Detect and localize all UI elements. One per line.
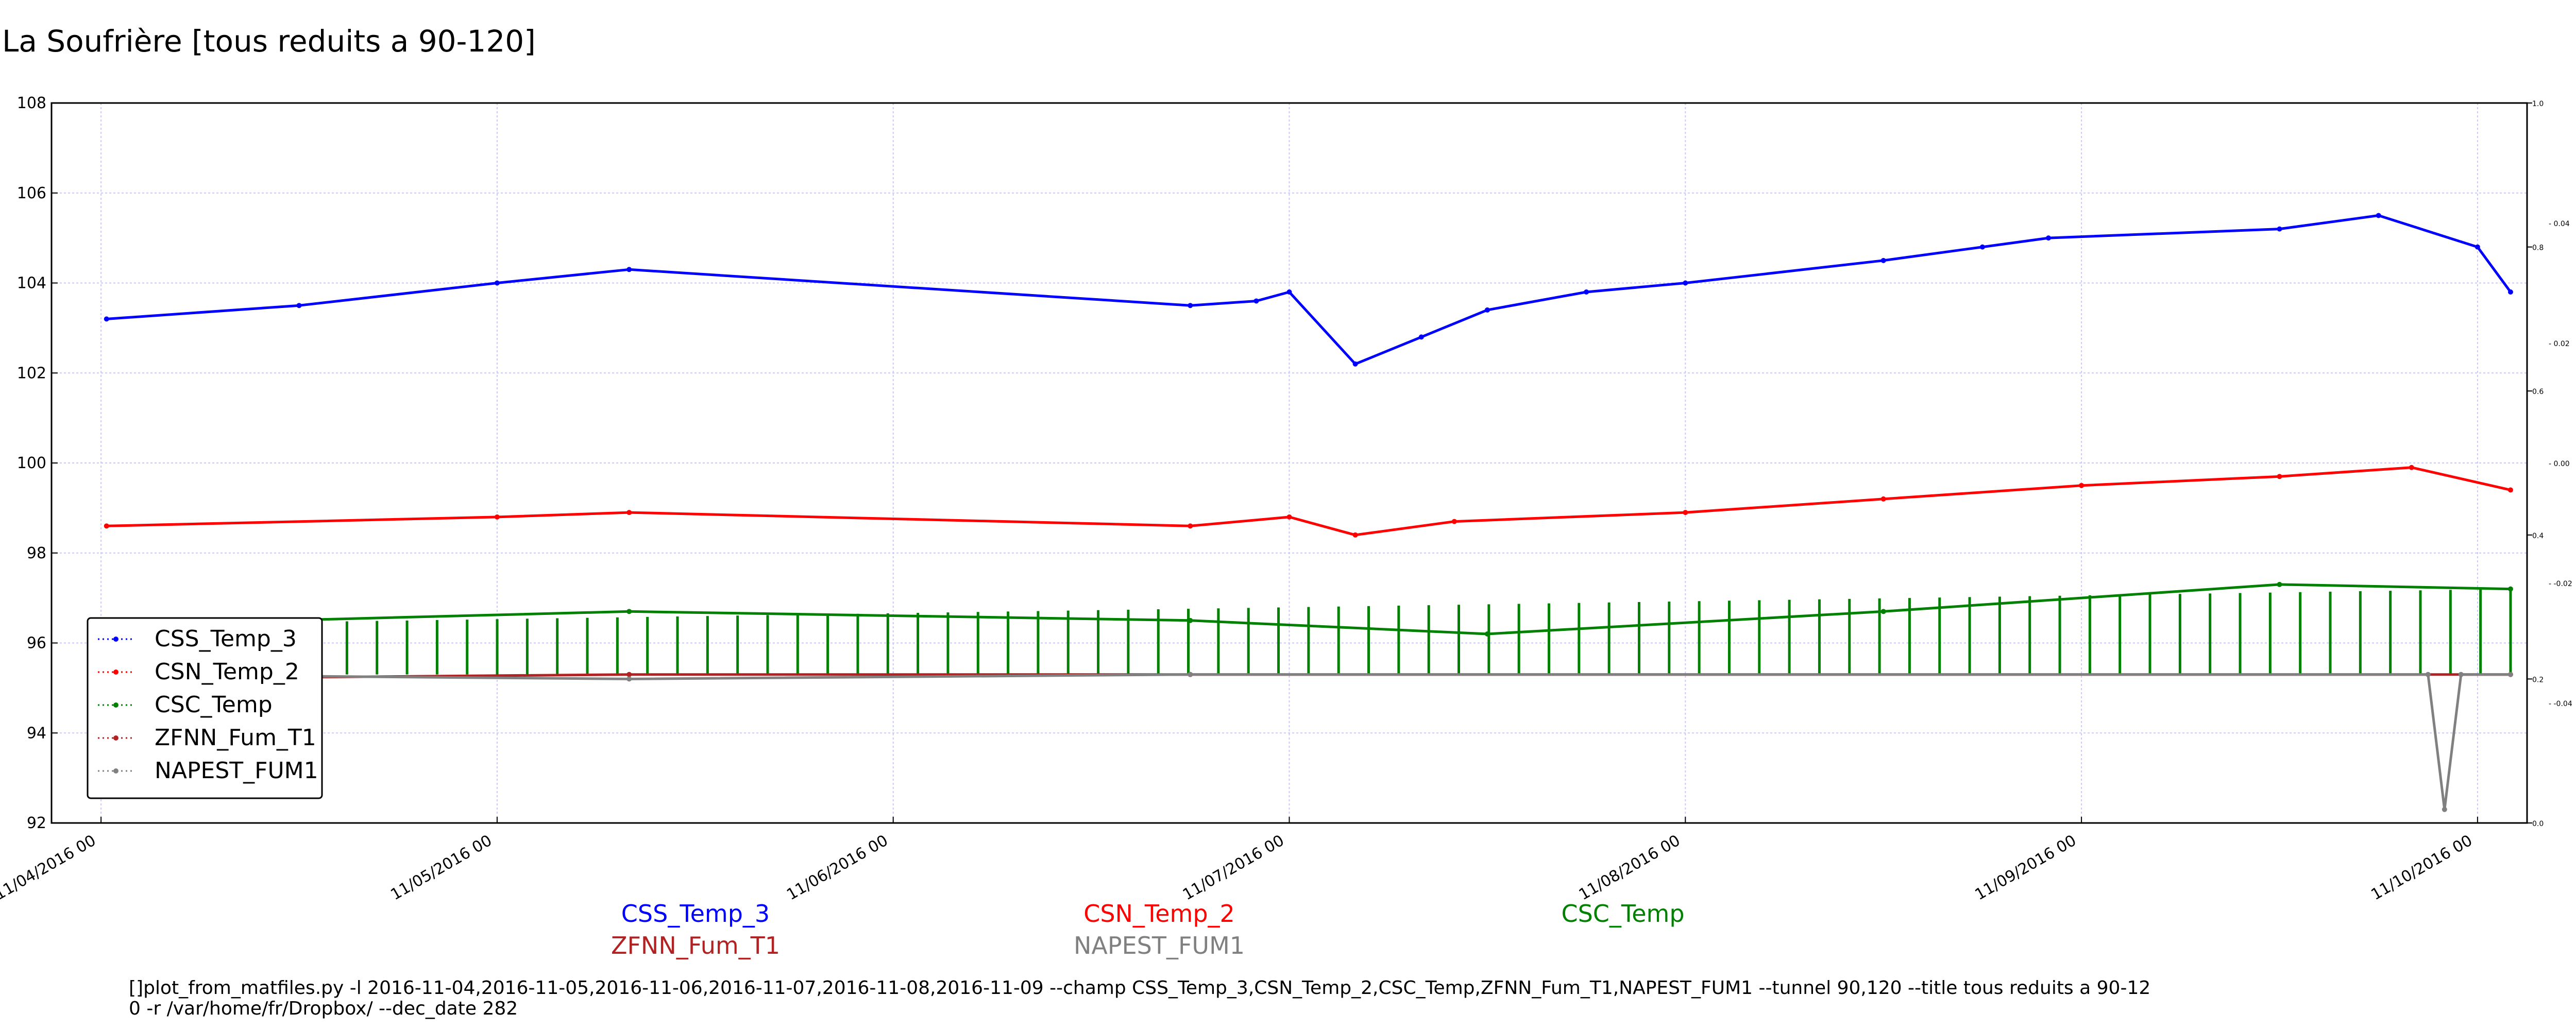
bottom-label-CSS_Temp_3: CSS_Temp_3 bbox=[621, 900, 770, 928]
x-tick-label: 11/04/2016 00 bbox=[0, 832, 99, 904]
data-point-CSN_Temp_2 bbox=[1188, 523, 1193, 529]
data-point-CSN_Temp_2 bbox=[2409, 465, 2414, 470]
right-inner-tick-label: - -0.04 bbox=[2549, 700, 2572, 708]
data-point-CSN_Temp_2 bbox=[2507, 487, 2513, 493]
data-point-CSN_Temp_2 bbox=[494, 514, 500, 520]
legend-marker bbox=[113, 735, 118, 741]
legend-label-CSS_Temp_3: CSS_Temp_3 bbox=[155, 626, 297, 652]
data-point-CSS_Temp_3 bbox=[1484, 307, 1490, 313]
data-point-CSS_Temp_3 bbox=[1286, 289, 1292, 295]
data-point-CSN_Temp_2 bbox=[104, 523, 109, 529]
x-tick-label: 11/08/2016 00 bbox=[1576, 832, 1684, 904]
data-point-CSN_Temp_2 bbox=[2079, 483, 2084, 488]
legend-label-ZFNN_Fum_T1: ZFNN_Fum_T1 bbox=[155, 725, 316, 751]
x-tick-label: 11/10/2016 00 bbox=[2368, 832, 2476, 904]
y-tick-label: 96 bbox=[27, 634, 46, 653]
right-inner-tick-label: - 0.02 bbox=[2549, 340, 2570, 348]
legend-marker bbox=[113, 768, 118, 774]
command-line-1: []plot_from_matfiles.py -l 2016-11-04,20… bbox=[129, 977, 2150, 999]
data-point-CSS_Temp_3 bbox=[296, 303, 302, 308]
data-point-CSS_Temp_3 bbox=[2277, 226, 2282, 232]
data-point-CSS_Temp_3 bbox=[1188, 303, 1193, 308]
legend-marker bbox=[113, 637, 118, 642]
right-tick-label: 1.0 bbox=[2532, 100, 2544, 108]
legend-marker bbox=[113, 670, 118, 675]
legend-label-NAPEST_FUM1: NAPEST_FUM1 bbox=[155, 758, 318, 784]
data-point-CSN_Temp_2 bbox=[1880, 496, 1886, 502]
data-point-CSS_Temp_3 bbox=[1352, 361, 1358, 367]
data-point-CSS_Temp_3 bbox=[626, 267, 632, 272]
legend: CSS_Temp_3 CSN_Temp_2 CSC_Temp ZFNN_Fum_T1 N… bbox=[87, 617, 323, 799]
y-tick-label: 106 bbox=[17, 184, 46, 202]
data-point-NAPEST_FUM1 bbox=[2458, 672, 2464, 677]
data-point-CSS_Temp_3 bbox=[1979, 244, 1985, 250]
series-line-NAPEST_FUM1 bbox=[101, 673, 2511, 811]
data-point-NAPEST_FUM1 bbox=[626, 676, 632, 682]
data-point-CSS_Temp_3 bbox=[1683, 280, 1688, 286]
right-tick-label: 0.2 bbox=[2532, 676, 2544, 684]
data-point-CSS_Temp_3 bbox=[1880, 258, 1886, 263]
legend-box bbox=[87, 617, 323, 799]
data-point-CSS_Temp_3 bbox=[104, 316, 109, 322]
legend-label-CSC_Temp: CSC_Temp bbox=[155, 692, 273, 718]
data-point-CSS_Temp_3 bbox=[494, 280, 500, 286]
right-tick-label: 0.0 bbox=[2532, 820, 2544, 828]
data-point-ZFNN_Fum_T1 bbox=[626, 672, 632, 677]
right-axis: 0.0 0.2 0.4 0.6 0.8 1.0 - -0.04 - -0.02 - 0.00 - … bbox=[2527, 100, 2572, 828]
chart-title: La Soufrière [tous reduits a 90-120] bbox=[2, 24, 536, 59]
y-axis: 92 94 96 98 100 102 104 106 108 bbox=[17, 94, 58, 832]
data-point-CSS_Temp_3 bbox=[1253, 298, 1259, 304]
y-tick-label: 102 bbox=[17, 364, 46, 382]
bottom-label-CSC_Temp: CSC_Temp bbox=[1561, 900, 1684, 928]
data-point-NAPEST_FUM1 bbox=[2507, 672, 2513, 677]
data-point-CSS_Temp_3 bbox=[1584, 289, 1589, 295]
right-inner-tick-label: - 0.04 bbox=[2549, 220, 2570, 228]
x-tick-label: 11/06/2016 00 bbox=[784, 832, 891, 904]
right-inner-tick-label: - 0.00 bbox=[2549, 460, 2570, 468]
data-point-NAPEST_FUM1 bbox=[2442, 806, 2447, 812]
legend-label-CSN_Temp_2: CSN_Temp_2 bbox=[155, 659, 299, 685]
x-tick-label: 11/05/2016 00 bbox=[387, 832, 495, 904]
y-tick-label: 100 bbox=[17, 454, 46, 472]
data-point-CSN_Temp_2 bbox=[2277, 474, 2282, 479]
y-tick-label: 108 bbox=[17, 94, 46, 112]
data-point-CSC_Temp bbox=[1880, 609, 1886, 614]
data-point-CSC_Temp bbox=[626, 609, 632, 614]
data-point-CSS_Temp_3 bbox=[2475, 244, 2480, 250]
data-point-CSN_Temp_2 bbox=[1451, 519, 1457, 524]
x-tick-label: 11/09/2016 00 bbox=[1972, 832, 2080, 904]
data-point-CSS_Temp_3 bbox=[2376, 213, 2381, 218]
right-tick-label: 0.6 bbox=[2532, 388, 2544, 396]
y-tick-label: 94 bbox=[27, 724, 46, 742]
y-tick-label: 98 bbox=[27, 544, 46, 562]
bottom-label-NAPEST_FUM1: NAPEST_FUM1 bbox=[1074, 932, 1245, 959]
right-tick-label: 0.4 bbox=[2532, 532, 2544, 540]
grid bbox=[52, 102, 2527, 823]
right-tick-label: 0.8 bbox=[2532, 244, 2544, 252]
series-line-CSS_Temp_3 bbox=[106, 214, 2512, 366]
data-point-CSN_Temp_2 bbox=[626, 510, 632, 516]
bottom-label-ZFNN_Fum_T1: ZFNN_Fum_T1 bbox=[611, 932, 780, 959]
series-layer bbox=[98, 213, 2513, 812]
legend-marker bbox=[113, 702, 118, 708]
command-line-2: 0 -r /var/home/fr/Dropbox/ --dec_date 28… bbox=[129, 998, 518, 1019]
data-point-CSS_Temp_3 bbox=[2507, 289, 2513, 295]
right-inner-tick-label: - -0.02 bbox=[2549, 580, 2572, 588]
series-line-CSN_Temp_2 bbox=[106, 466, 2511, 537]
data-point-CSS_Temp_3 bbox=[2046, 235, 2052, 241]
x-axis: 11/04/2016 00 11/05/2016 00 11/06/2016 00 1… bbox=[0, 817, 2478, 904]
data-point-CSN_Temp_2 bbox=[1352, 532, 1358, 538]
bottom-label-CSN_Temp_2: CSN_Temp_2 bbox=[1083, 900, 1235, 928]
series-name-labels: CSS_Temp_3 CSN_Temp_2 CSC_Temp ZFNN_Fum_T1 N… bbox=[611, 900, 1685, 959]
data-point-CSN_Temp_2 bbox=[1683, 510, 1688, 516]
data-point-CSS_Temp_3 bbox=[1418, 334, 1424, 340]
data-point-NAPEST_FUM1 bbox=[2425, 672, 2431, 677]
data-point-CSN_Temp_2 bbox=[1286, 514, 1292, 520]
data-point-CSC_Temp bbox=[2277, 581, 2282, 587]
y-tick-label: 104 bbox=[17, 274, 46, 293]
data-point-NAPEST_FUM1 bbox=[1188, 672, 1193, 677]
y-tick-label: 92 bbox=[27, 814, 46, 832]
x-tick-label: 11/07/2016 00 bbox=[1180, 832, 1287, 904]
